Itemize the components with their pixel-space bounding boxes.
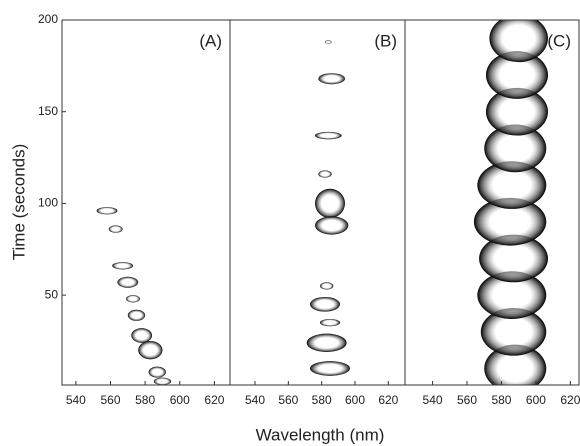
panel-label: (A) <box>199 31 222 50</box>
spot <box>127 309 146 321</box>
spot <box>306 333 347 352</box>
panel-frame <box>404 19 580 386</box>
y-tick-label: 50 <box>45 287 59 301</box>
x-tick-label: 580 <box>312 393 332 407</box>
spot <box>489 20 548 63</box>
y-tick-label: 150 <box>38 104 58 118</box>
x-tick-label: 620 <box>378 393 398 407</box>
spot <box>108 225 123 233</box>
y-axis-label: Time (seconds) <box>9 144 28 261</box>
plot-area <box>473 20 548 385</box>
spot <box>315 131 342 140</box>
spot <box>310 296 340 312</box>
spot <box>484 344 547 385</box>
spot <box>480 307 547 356</box>
spot <box>96 207 118 215</box>
spot <box>117 276 139 288</box>
panel-label: (C) <box>547 31 571 50</box>
spot <box>131 328 153 343</box>
spot <box>310 361 350 376</box>
spot <box>126 295 140 303</box>
spot <box>148 366 166 378</box>
x-tick-label: 540 <box>66 393 86 407</box>
spot <box>153 377 172 385</box>
spot <box>484 124 547 173</box>
x-tick-label: 560 <box>457 393 477 407</box>
plot-area <box>306 40 350 376</box>
x-tick-label: 560 <box>278 393 298 407</box>
spot <box>320 318 340 327</box>
spot <box>315 216 349 235</box>
spot <box>485 51 548 99</box>
spot <box>477 271 547 319</box>
spot <box>315 188 345 219</box>
spot <box>138 340 163 360</box>
plot-area <box>96 207 172 385</box>
x-tick-label: 600 <box>170 393 190 407</box>
spot <box>479 234 548 283</box>
x-tick-label: 620 <box>560 393 580 407</box>
spot <box>318 170 332 178</box>
spot <box>325 40 332 44</box>
x-axis-label: Wavelength (nm) <box>256 425 385 444</box>
x-tick-label: 600 <box>526 393 546 407</box>
x-tick-label: 580 <box>135 393 155 407</box>
x-tick-label: 580 <box>491 393 511 407</box>
spot <box>477 161 547 209</box>
y-tick-label: 200 <box>38 12 58 26</box>
x-tick-label: 600 <box>345 393 365 407</box>
x-tick-label: 540 <box>423 393 443 407</box>
spot <box>318 73 345 85</box>
spot <box>473 197 547 246</box>
x-tick-label: 560 <box>100 393 120 407</box>
spot <box>320 282 334 290</box>
x-tick-label: 620 <box>204 393 224 407</box>
x-tick-label: 540 <box>245 393 265 407</box>
y-tick-label: 100 <box>38 196 58 210</box>
spot <box>485 87 548 136</box>
spot <box>112 262 134 270</box>
panel-label: (B) <box>374 31 397 50</box>
